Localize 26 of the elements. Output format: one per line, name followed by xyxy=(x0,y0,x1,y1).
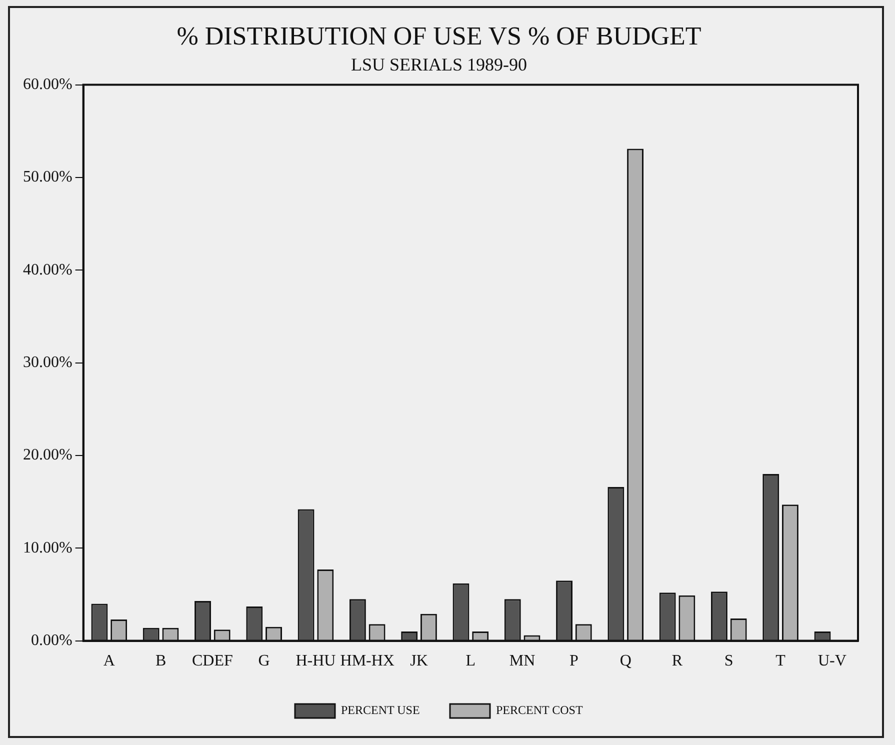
y-tick-label: 10.00% xyxy=(23,539,72,556)
x-tick-label: MN xyxy=(509,652,536,670)
x-tick-label: P xyxy=(570,652,578,670)
x-tick-label: A xyxy=(103,652,116,670)
y-tick-label: 60.00% xyxy=(23,76,72,94)
y-tick-label: 50.00% xyxy=(23,168,72,186)
x-tick-label: HM-HX xyxy=(340,652,395,670)
chart-title: % DISTRIBUTION OF USE VS % OF BUDGET xyxy=(176,21,702,50)
y-tick-label: 0.00% xyxy=(31,632,72,650)
x-tick-label: CDEF xyxy=(192,652,233,670)
x-tick-label: Q xyxy=(620,652,632,670)
x-tick-label: R xyxy=(672,652,683,670)
x-tick-label: G xyxy=(258,652,270,670)
x-tick-label: T xyxy=(776,652,786,670)
x-tick-label: U-V xyxy=(818,652,847,670)
x-tick-label: JK xyxy=(410,652,428,670)
legend-label: PERCENT COST xyxy=(496,703,584,718)
x-tick-label: S xyxy=(724,652,734,670)
x-tick-label: L xyxy=(466,652,476,670)
x-tick-label: B xyxy=(155,652,166,670)
x-tick-label: H-HU xyxy=(296,652,336,670)
y-tick-label: 30.00% xyxy=(23,354,72,372)
y-tick-label: 20.00% xyxy=(23,446,72,464)
chart-subtitle: LSU SERIALS 1989-90 xyxy=(350,54,528,75)
y-tick-label: 40.00% xyxy=(23,261,72,278)
legend-label: PERCENT USE xyxy=(340,703,420,718)
